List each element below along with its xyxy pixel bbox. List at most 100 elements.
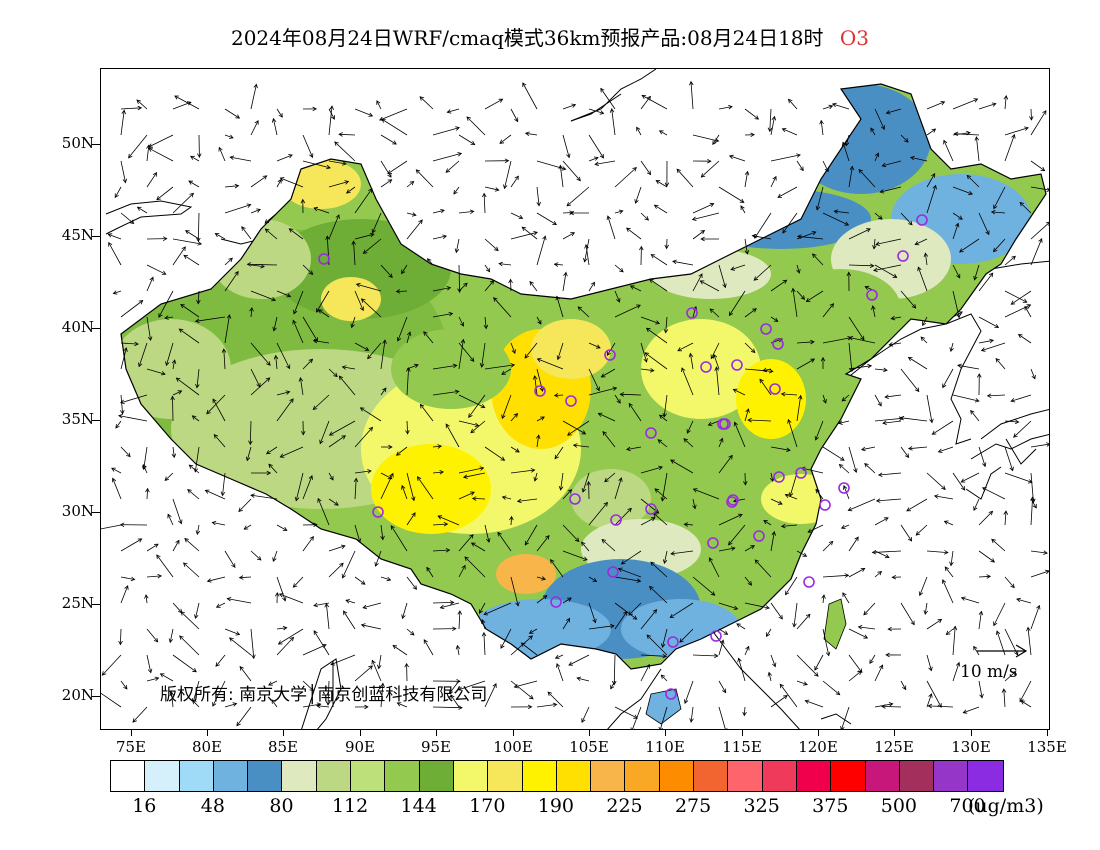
wind-arrow [1010,290,1032,305]
wind-arrow [317,498,330,526]
wind-arrow-head [767,127,773,133]
wind-arrow [754,212,772,239]
wind-arrow [380,340,386,370]
wind-arrow [484,238,499,251]
wind-arrow-head [981,487,987,492]
wind-arrow [1004,420,1019,423]
lat-label: 50N [61,134,94,152]
wind-arrow [378,654,382,669]
wind-arrow-head [875,498,881,503]
wind-arrow-head [479,363,485,368]
wind-arrow-head [446,286,452,291]
wind-arrow [172,238,202,245]
wind-arrow [148,134,174,148]
lon-tick [436,730,437,736]
wind-arrow-head [742,711,747,717]
wind-arrow-head [190,155,195,160]
wind-arrow-head [569,210,574,216]
wind-arrow [510,231,538,240]
wind-arrow-head [692,504,697,510]
wind-arrow-head [197,153,202,158]
wind-arrow-head [567,597,572,602]
wind-arrow [510,469,535,474]
wind-arrow-head [339,562,344,568]
wind-arrow [770,154,801,162]
wind-arrow [458,339,464,370]
wind-arrow-head [777,193,782,198]
wind-arrow-head [426,566,431,572]
wind-arrow-head [485,267,491,273]
wind-arrow-head [156,554,161,560]
wind-arrow-head [649,368,655,373]
wind-arrow-head [863,634,869,639]
wind-arrow-head [831,102,837,108]
wind-arrow [172,390,182,396]
wind-arrow-head [799,166,804,172]
wind-arrow [763,520,772,526]
wind-arrow-head [387,179,393,184]
wind-arrow [718,264,726,288]
wind-arrow [483,193,486,214]
wind-arrow-head [492,683,497,688]
wind-arrow-head [461,564,466,570]
wind-arrow [196,368,200,388]
wind-arrow-head [815,488,820,494]
wind-arrow-head [877,570,883,576]
wind-arrow-head [979,693,984,699]
lon-label: 120E [798,738,838,756]
wind-arrow-head [929,418,934,424]
wind-arrow [529,628,538,634]
wind-arrow [346,186,356,194]
wind-arrow [1027,627,1032,656]
wind-arrow-head [206,409,211,415]
wind-arrow-head [178,328,184,333]
wind-arrow [354,188,373,214]
wind-arrow-head [867,363,873,369]
wind-arrow-head [658,130,664,135]
wind-arrow-head [619,267,624,273]
wind-arrow-head [179,635,184,640]
wind-arrow-head [620,560,626,565]
wind-arrow [458,491,475,500]
wind-arrow-head [340,544,346,549]
wind-arrow-head [368,112,374,117]
wind-arrow-head [917,266,922,272]
wind-arrow [380,179,392,188]
wind-arrow [640,212,649,221]
wind-arrow-head [644,352,650,357]
wind-arrow-head [728,311,734,317]
wind-arrow [770,176,777,188]
wind-arrow-head [911,304,917,309]
wind-arrow-head [692,488,698,493]
wind-arrow-head [368,188,373,193]
wind-vectors [101,80,1049,729]
wind-arrow-head [878,215,883,220]
wind-arrow [559,165,564,188]
colorbar-tick-label: 112 [331,795,369,817]
wind-arrow [922,316,928,326]
wind-arrow [212,522,226,526]
colorbar-swatch [728,761,763,791]
wind-arrow [472,498,486,500]
wind-arrow-head [846,271,852,277]
wind-arrow [993,186,1006,209]
wind-arrow [815,489,824,500]
wind-arrow-head [439,604,445,610]
wind-arrow-head [458,686,463,691]
wind-arrow-head [142,463,147,469]
colorbar-swatch [145,761,180,791]
wind-arrow [188,180,200,188]
wind-arrow-head [723,630,729,635]
wind-arrow-head [154,676,160,681]
wind-arrow [654,488,668,500]
wind-arrow-head [254,120,259,125]
wind-arrow [328,498,339,506]
wind-arrow-head [214,233,220,238]
wind-arrow [555,654,564,659]
wind-arrow-head [292,319,297,325]
wind-arrow [560,472,564,490]
wind-arrow [458,264,460,293]
wind-arrow [243,524,252,530]
wind-arrow [891,316,902,320]
wind-arrow-head [470,140,476,146]
